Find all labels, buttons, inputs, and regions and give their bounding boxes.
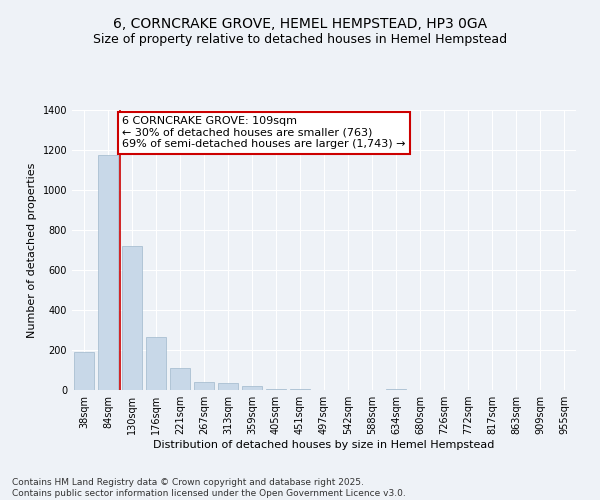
X-axis label: Distribution of detached houses by size in Hemel Hempstead: Distribution of detached houses by size … (154, 440, 494, 450)
Bar (218, 383, 238, 390)
Bar (242, 386, 262, 390)
Bar (122, 246, 142, 390)
Y-axis label: Number of detached properties: Number of detached properties (27, 162, 37, 338)
Bar (74, 352, 94, 390)
Text: Size of property relative to detached houses in Hemel Hempstead: Size of property relative to detached ho… (93, 32, 507, 46)
Text: Contains HM Land Registry data © Crown copyright and database right 2025.
Contai: Contains HM Land Registry data © Crown c… (12, 478, 406, 498)
Bar (194, 382, 214, 390)
Bar (386, 389, 406, 390)
Bar (266, 389, 286, 390)
Bar (170, 368, 190, 390)
Bar (98, 155, 118, 390)
Bar (146, 337, 166, 390)
Text: 6 CORNCRAKE GROVE: 109sqm
← 30% of detached houses are smaller (763)
69% of semi: 6 CORNCRAKE GROVE: 109sqm ← 30% of detac… (122, 116, 406, 149)
Text: 6, CORNCRAKE GROVE, HEMEL HEMPSTEAD, HP3 0GA: 6, CORNCRAKE GROVE, HEMEL HEMPSTEAD, HP3… (113, 18, 487, 32)
